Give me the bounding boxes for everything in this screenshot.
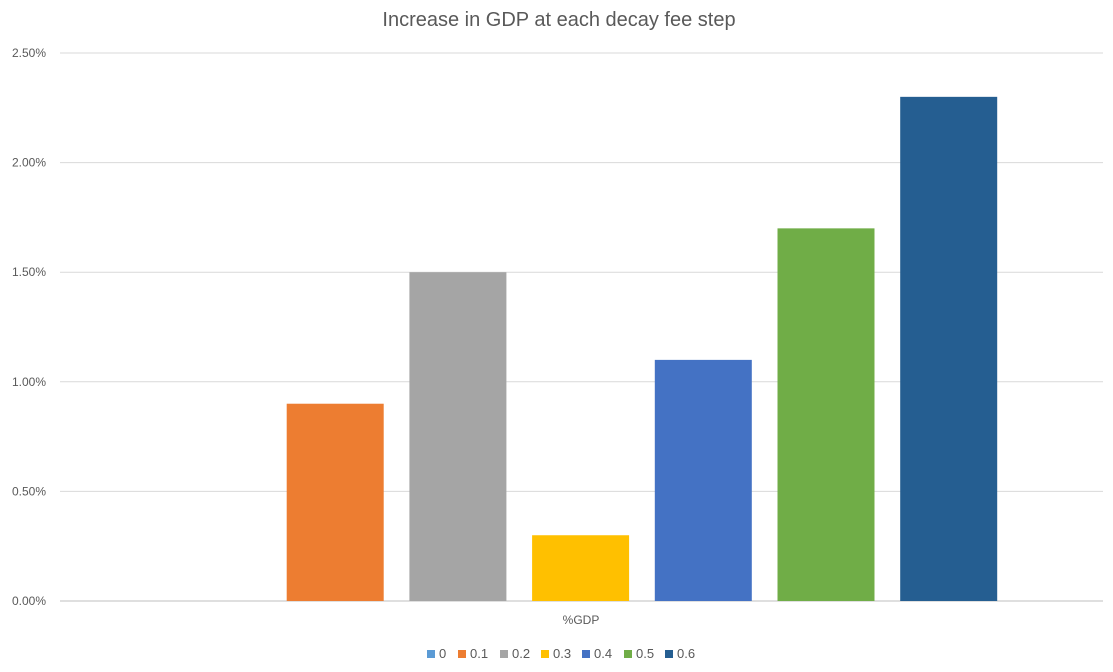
y-tick-label: 1.50% bbox=[12, 265, 46, 279]
category-label: %GDP bbox=[563, 613, 600, 627]
bars bbox=[286, 96, 998, 602]
bar-0-3 bbox=[532, 535, 630, 601]
legend-swatch bbox=[582, 650, 590, 658]
y-tick-label: 0.00% bbox=[12, 594, 46, 608]
chart-title: Increase in GDP at each decay fee step bbox=[382, 9, 735, 31]
legend-label: 0 bbox=[439, 646, 446, 661]
legend-swatch bbox=[500, 650, 508, 658]
legend-label: 0.3 bbox=[553, 646, 571, 661]
legend-label: 0.1 bbox=[470, 646, 488, 661]
legend-label: 0.5 bbox=[636, 646, 654, 661]
legend-swatch bbox=[665, 650, 673, 658]
bar-0-2 bbox=[409, 272, 507, 601]
y-axis: 0.00% 0.50% 1.00% 1.50% 2.00% 2.50% bbox=[12, 46, 46, 608]
y-tick-label: 2.50% bbox=[12, 46, 46, 60]
y-tick-label: 2.00% bbox=[12, 156, 46, 170]
y-tick-label: 1.00% bbox=[12, 375, 46, 389]
bar-0-1 bbox=[286, 403, 384, 601]
bar-0-4 bbox=[654, 359, 752, 601]
legend-swatch bbox=[624, 650, 632, 658]
legend-label: 0.2 bbox=[512, 646, 530, 661]
y-tick-label: 0.50% bbox=[12, 484, 46, 498]
legend-label: 0.4 bbox=[594, 646, 612, 661]
legend-swatch bbox=[541, 650, 549, 658]
legend-swatch bbox=[458, 650, 466, 658]
bar-0-6 bbox=[900, 96, 998, 601]
legend-swatch bbox=[427, 650, 435, 658]
legend: 0 0.1 0.2 0.3 0.4 0.5 0.6 bbox=[427, 646, 695, 661]
legend-label: 0.6 bbox=[677, 646, 695, 661]
bar-0-5 bbox=[777, 228, 875, 602]
